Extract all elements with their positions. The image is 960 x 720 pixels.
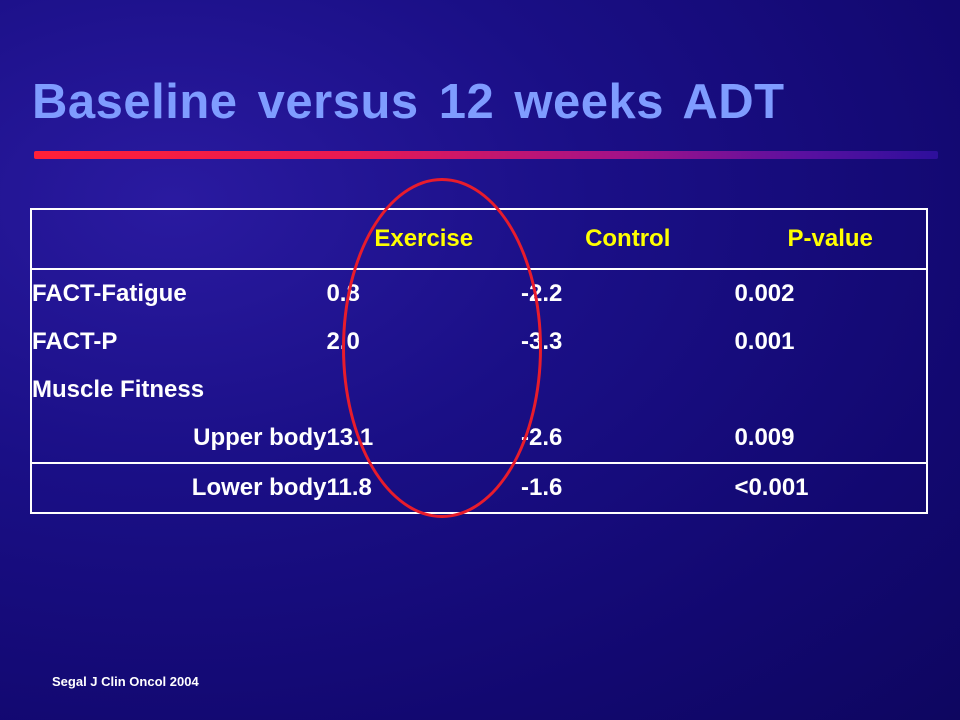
p-value: 0.009 xyxy=(734,414,927,464)
p-value: <0.001 xyxy=(734,474,809,501)
table-row: Upper body 13.1 -2.6 0.009 xyxy=(31,414,927,464)
header-exercise: Exercise xyxy=(326,209,522,270)
control-value: -3.3 xyxy=(521,328,563,355)
header-control: Control xyxy=(521,209,735,270)
exercise-value: 2.0 xyxy=(326,328,360,355)
control-value xyxy=(521,366,734,414)
header-cell-empty xyxy=(31,209,327,270)
exercise-value: 11.8 xyxy=(326,474,372,501)
table-row: FACT-Fatigue 0.8 -2.2 0.002 xyxy=(31,269,927,318)
row-label: FACT-Fatigue xyxy=(32,280,187,307)
control-value: -2.6 xyxy=(521,414,735,464)
row-label: Upper body xyxy=(31,414,327,464)
exercise-value: 0.8 xyxy=(326,280,360,307)
p-value: 0.001 xyxy=(734,328,795,355)
control-value: -1.6 xyxy=(521,474,563,501)
exercise-value xyxy=(326,366,521,414)
title-underline xyxy=(34,151,938,159)
results-table: Exercise Control P-value FACT-Fatigue 0.… xyxy=(30,208,928,514)
table-row: FACT-P 2.0 -3.3 0.001 xyxy=(31,318,927,366)
citation: Segal J Clin Oncol 2004 xyxy=(52,674,199,689)
p-value: 0.002 xyxy=(734,280,795,307)
row-label: Lower body xyxy=(191,474,327,501)
p-value xyxy=(734,366,927,414)
exercise-value: 13.1 xyxy=(326,414,522,464)
table-header-row: Exercise Control P-value xyxy=(31,209,927,270)
slide-title: Baseline versus 12 weeks ADT xyxy=(32,75,785,129)
row-label: FACT-P xyxy=(32,328,118,355)
header-p-value: P-value xyxy=(734,209,927,270)
table-row: Lower body 11.8 -1.6 <0.001 xyxy=(31,463,927,513)
control-value: -2.2 xyxy=(521,280,563,307)
table-row: Muscle Fitness xyxy=(31,366,927,414)
row-label: Muscle Fitness xyxy=(32,376,205,403)
